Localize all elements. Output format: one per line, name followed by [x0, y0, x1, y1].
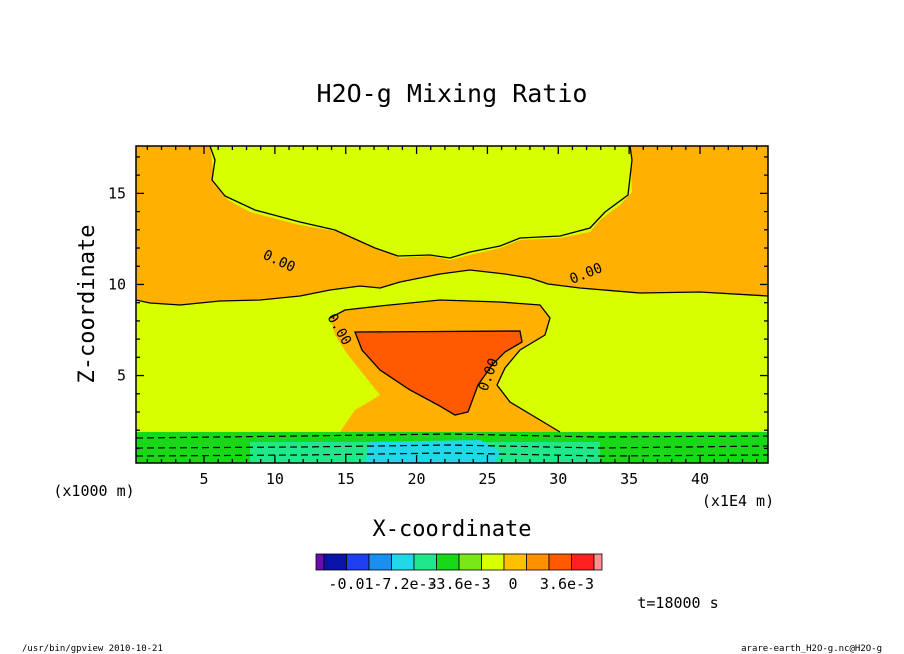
contour-lines — [136, 146, 768, 433]
dashed-contour-1 — [136, 433, 768, 439]
colorbar-cell — [413, 553, 437, 571]
colorbar-cell — [391, 553, 415, 571]
x-axis-label: X-coordinate — [373, 517, 532, 542]
y-tick-label: 5 — [117, 367, 126, 385]
x-tick-label: 30 — [549, 470, 567, 488]
y-unit-label: (x1000 m) — [53, 482, 134, 500]
x-tick-label: 25 — [478, 470, 496, 488]
upper-left-inlet — [210, 146, 632, 258]
colorbar-cell — [368, 553, 392, 571]
colorbar-cell — [436, 553, 460, 571]
colorbar — [315, 553, 603, 571]
y-tick-label: 10 — [108, 275, 126, 293]
colorbar-cell — [571, 553, 595, 571]
plume-core-region — [355, 331, 522, 415]
colorbar-cell — [526, 553, 550, 571]
x-tick-label: 40 — [691, 470, 709, 488]
colorbar-cell — [503, 553, 527, 571]
x-tick-labels: 5 10 15 20 25 30 35 40 — [200, 470, 710, 488]
time-label: t=18000 s — [637, 594, 718, 612]
y-tick-label: 15 — [108, 184, 126, 202]
dashed-contour-3 — [136, 452, 768, 457]
colorbar-cell — [458, 553, 482, 571]
colorbar-cell — [323, 553, 347, 571]
x-tick-label: 20 — [408, 470, 426, 488]
lowest-layer-spot — [365, 440, 500, 463]
x-unit-label: (x1E4 m) — [702, 492, 774, 510]
colorbar-tick-label: -3.6e-3 — [427, 575, 490, 593]
dashed-contours — [136, 433, 768, 457]
axis-ticks — [136, 146, 768, 463]
plot-frame — [135, 145, 769, 464]
chart-title: H2O-g Mixing Ratio — [317, 79, 588, 108]
colorbar-tick-label: -0.01 — [328, 575, 373, 593]
x-tick-label: 15 — [337, 470, 355, 488]
footer-left: /usr/bin/gpview 2010-10-21 — [22, 644, 163, 654]
x-tick-label: 35 — [620, 470, 638, 488]
colorbar-tick-label: 0 — [508, 575, 517, 593]
y-axis-label: Z-coordinate — [75, 225, 100, 384]
colorbar-cell — [548, 553, 572, 571]
colorbar-cell — [315, 553, 325, 571]
contour-plume-core — [354, 330, 523, 416]
plot-area — [136, 146, 768, 463]
footer-right: arare-earth_H2O-g.nc@H2O-g — [741, 644, 882, 654]
colorbar-labels: -0.01 -7.2e-3-3.6e-3 0 3.6e-3 — [328, 575, 594, 593]
contour-plume-outer — [329, 299, 561, 433]
colorbar-tick-label: -7.2e-3 — [373, 575, 436, 593]
colorbar-cell — [593, 553, 603, 571]
colorbar-tick-label: 3.6e-3 — [540, 575, 594, 593]
contour-upper-boundary — [136, 269, 768, 306]
x-tick-label: 10 — [266, 470, 284, 488]
x-tick-label: 5 — [200, 470, 209, 488]
contour-mid-island — [209, 146, 633, 259]
dashed-contour-2 — [136, 444, 768, 449]
colorbar-cell — [346, 553, 370, 571]
y-tick-labels: 5 10 15 — [108, 184, 126, 384]
colorbar-cell — [481, 553, 505, 571]
